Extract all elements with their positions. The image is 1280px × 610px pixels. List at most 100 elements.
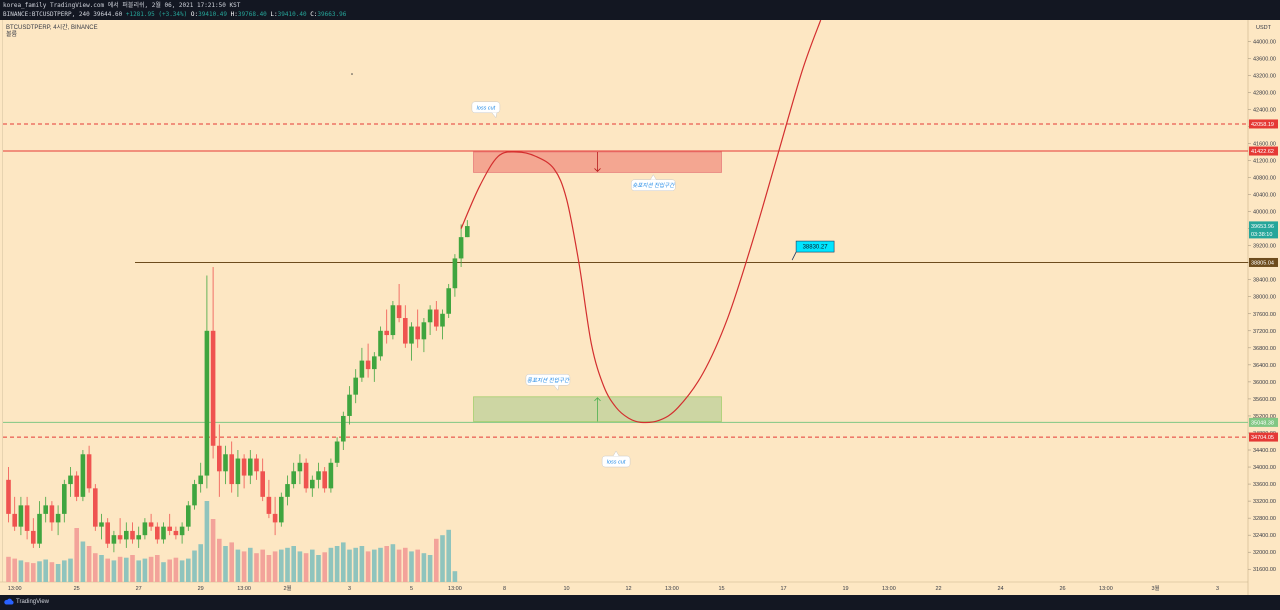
price-tick-label: 35600.00 xyxy=(1253,397,1276,403)
volume-bar xyxy=(248,547,253,582)
zone-arrow-head xyxy=(594,397,601,402)
candle-body xyxy=(241,458,247,476)
candle-body xyxy=(6,479,11,514)
price-label-box xyxy=(1249,257,1278,267)
price-tick-label: 38000.00 xyxy=(1253,295,1276,301)
chart-background xyxy=(0,20,1248,582)
candle-body xyxy=(427,309,433,323)
callout-text: loss cut xyxy=(607,460,626,466)
callout-pointer xyxy=(491,112,498,119)
candle-body xyxy=(124,530,129,540)
volume-bar xyxy=(223,546,228,582)
candle-body xyxy=(111,535,117,544)
candle-body xyxy=(434,309,439,327)
price-tick-label: 41200.00 xyxy=(1253,159,1276,165)
candle-body xyxy=(55,513,61,523)
price-chart[interactable]: BTCUSDTPERP, 4시간, BINANCE 볼륨 USDT loss c… xyxy=(0,20,1280,595)
price-tick-label: 43200.00 xyxy=(1253,73,1276,79)
volume-bar xyxy=(6,556,11,582)
candle-body xyxy=(334,441,340,463)
time-tick-label: 26 xyxy=(1059,586,1065,592)
volume-bar xyxy=(254,553,259,582)
time-axis-background xyxy=(0,582,1248,595)
volume-bar xyxy=(130,555,135,582)
time-tick-label: 13:00 xyxy=(8,586,22,592)
price-tag-box xyxy=(795,240,835,253)
price-tick-label: 41600.00 xyxy=(1253,141,1276,147)
candle-body xyxy=(12,513,17,527)
time-tick-label: 17 xyxy=(780,586,786,592)
candle-body xyxy=(353,377,358,395)
brand-name: TradingView xyxy=(16,598,50,605)
price-axis-background xyxy=(1248,20,1280,595)
candle-body xyxy=(446,288,451,314)
volume-bar xyxy=(334,546,340,582)
volume-bar xyxy=(316,555,321,582)
volume-bar xyxy=(136,560,141,582)
price-tick-label: 32800.00 xyxy=(1253,516,1276,522)
time-tick-label: 29 xyxy=(198,586,204,592)
volume-bar xyxy=(297,551,303,582)
candle-body xyxy=(217,445,222,472)
volume-bar xyxy=(390,544,396,582)
candle-body xyxy=(136,535,141,540)
time-tick-label: 25 xyxy=(74,586,80,592)
tradingview-logo[interactable]: TradingView xyxy=(4,598,49,605)
price-tick-label: 44000.00 xyxy=(1253,39,1276,45)
candle-body xyxy=(24,505,30,531)
volume-bar xyxy=(99,555,104,582)
callout-text: 롱포지션 진입구간 xyxy=(527,377,570,384)
volume-bar xyxy=(285,547,290,582)
candle-body xyxy=(390,305,396,336)
candle-body xyxy=(279,496,284,523)
symbol-price: BINANCE:BTCUSDTPERP, 240 39644.60 xyxy=(3,11,123,18)
volume-bar xyxy=(396,549,402,582)
time-tick-label: 3 xyxy=(1216,586,1219,592)
price-tick-label: 34000.00 xyxy=(1253,465,1276,471)
volume-bar xyxy=(341,542,346,582)
candle-body xyxy=(341,415,346,442)
volume-bar xyxy=(55,564,61,582)
volume-bar xyxy=(68,558,73,582)
candle-body xyxy=(421,322,427,340)
open-value: 39410.49 xyxy=(198,11,228,18)
volume-bar xyxy=(12,558,17,582)
candle-body xyxy=(37,513,42,544)
callout-box xyxy=(525,374,571,386)
volume-bar xyxy=(37,561,42,582)
cloud-icon xyxy=(4,598,14,605)
candle-body xyxy=(173,530,179,536)
volume-bar xyxy=(403,547,408,582)
volume-bar xyxy=(43,559,48,582)
candle-body xyxy=(328,462,334,489)
candle-body xyxy=(465,226,470,238)
price-label-box xyxy=(1249,119,1278,129)
candle-body xyxy=(384,330,389,336)
candle-body xyxy=(372,356,377,370)
volume-bars xyxy=(6,501,458,582)
volume-bar xyxy=(198,544,203,582)
time-tick-label: 3월 xyxy=(1151,584,1159,592)
current-price-timer: 03:38:10 xyxy=(1251,232,1272,238)
time-tick-label: 19 xyxy=(842,586,848,592)
candle-body xyxy=(99,522,104,527)
price-tick-label: 32000.00 xyxy=(1253,550,1276,556)
volume-bar xyxy=(117,556,123,582)
candle-body xyxy=(62,484,67,514)
volume-bar xyxy=(86,546,92,582)
high-label: H: xyxy=(230,11,238,18)
volume-bar xyxy=(49,562,55,582)
volume-bar xyxy=(328,547,334,582)
projection-path xyxy=(460,20,822,424)
price-label-text: 41422.62 xyxy=(1251,149,1274,155)
candle-body xyxy=(80,454,86,497)
price-tag-pointer xyxy=(791,251,797,261)
volume-bar xyxy=(235,549,241,582)
price-label-box xyxy=(1249,432,1278,442)
candle-body xyxy=(322,471,327,489)
volume-bar xyxy=(347,549,352,582)
volume-bar xyxy=(291,546,296,582)
candle-body xyxy=(186,505,191,527)
callout-text: loss cut xyxy=(477,105,496,111)
